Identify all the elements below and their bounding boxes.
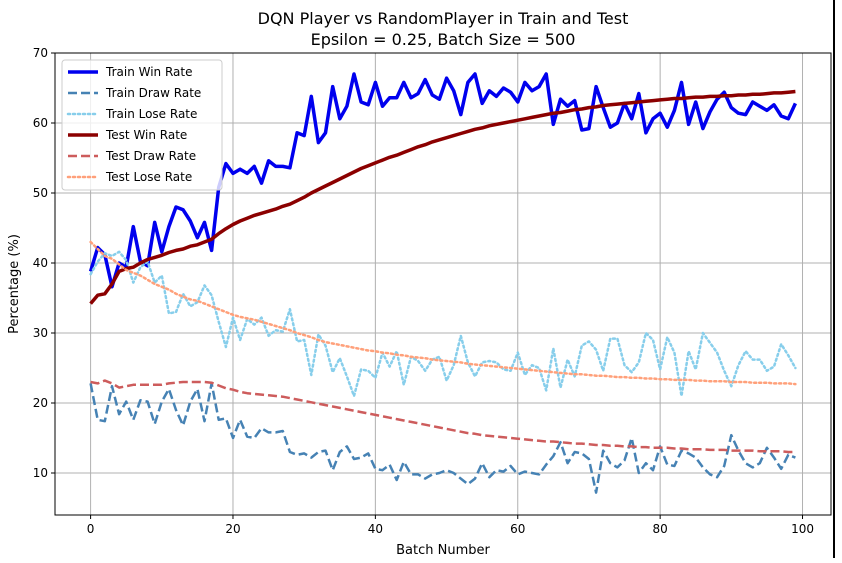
legend-label: Test Win Rate [105,128,187,142]
y-tick-label: 20 [33,396,48,410]
y-tick-label: 50 [33,186,48,200]
legend-box [61,59,223,191]
legend-label: Test Draw Rate [105,149,196,163]
window-edge [833,0,835,558]
series-line-train-lose-rate [89,250,797,398]
x-tick-label: 100 [791,522,814,536]
series-line-test-lose-rate [89,240,797,386]
x-tick-label: 60 [510,522,525,536]
x-axis-label: Batch Number [396,543,490,558]
y-tick-label: 70 [33,46,48,60]
y-tick-label: 30 [33,326,48,340]
y-tick-label: 40 [33,256,48,270]
y-axis-label: Percentage (%) [7,234,22,334]
y-tick-label: 60 [33,116,48,130]
legend-label: Train Lose Rate [105,107,197,121]
y-tick-label: 10 [33,466,48,480]
series-lines [88,72,797,494]
series-line-train-win-rate [88,72,797,289]
chart-subtitle: Epsilon = 0.25, Batch Size = 500 [311,30,576,49]
legend: Train Win Rate Train Draw Rate Train Lose … [61,59,223,191]
x-tick-label: 20 [225,522,240,536]
x-tick-label: 0 [87,522,95,536]
legend-label: Test Lose Rate [105,170,192,184]
legend-label: Train Win Rate [105,65,192,79]
series-line-train-draw-rate [89,382,796,494]
x-tick-label: 40 [368,522,383,536]
plot-frame [54,52,832,516]
series-line-test-win-rate [89,89,796,305]
legend-label: Train Draw Rate [105,86,201,100]
x-tick-label: 80 [652,522,667,536]
series-line-test-draw-rate [90,379,796,454]
axis-ticks: 0 20 40 60 80 100 10 20 30 40 50 60 70 [33,46,814,536]
chart-title: DQN Player vs RandomPlayer in Train and … [258,9,629,28]
